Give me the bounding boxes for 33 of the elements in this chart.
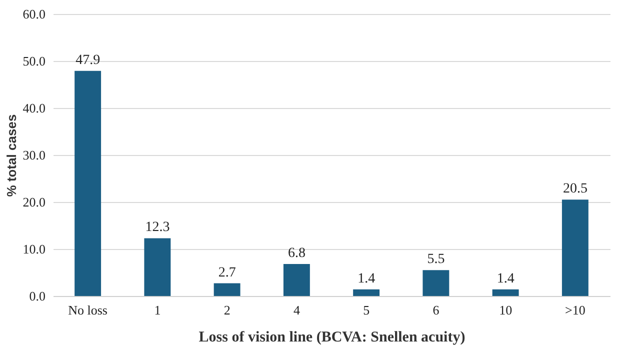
data-label: 2.7 <box>218 265 236 280</box>
y-tick-label: 60.0 <box>22 6 46 22</box>
bar <box>353 289 380 296</box>
y-tick-label: 10.0 <box>22 242 46 256</box>
y-tick-label: 0.0 <box>29 288 46 304</box>
data-label: 1.4 <box>496 271 514 286</box>
bar <box>283 264 310 296</box>
x-tick-label: 1 <box>154 302 161 318</box>
x-tick-label: 6 <box>432 302 440 318</box>
bar <box>492 289 519 296</box>
data-label: 5.5 <box>427 252 445 268</box>
y-tick-label: 40.0 <box>22 100 46 116</box>
data-label: 1.4 <box>358 271 376 286</box>
data-label: 20.5 <box>562 182 588 197</box>
x-tick-label: 5 <box>363 302 370 318</box>
data-label: 47.9 <box>76 52 100 68</box>
data-label: 12.3 <box>145 220 170 236</box>
x-axis-title: Loss of vision line (BCVA: Snellen acuity) <box>198 330 466 346</box>
x-tick-label: >10 <box>565 302 586 318</box>
data-label: 6.8 <box>288 246 306 262</box>
y-tick-label: 50.0 <box>22 54 46 68</box>
y-tick-label: 20.0 <box>22 194 46 210</box>
bar <box>422 270 450 296</box>
x-tick-label: 4 <box>293 302 300 318</box>
x-tick-label: 10 <box>499 302 512 318</box>
x-tick-label: 2 <box>224 302 230 318</box>
bar <box>562 200 588 296</box>
bar <box>144 238 171 296</box>
y-axis-title: % total cases <box>4 114 19 197</box>
bar <box>214 283 240 296</box>
bar <box>74 70 102 296</box>
y-tick-label: 30.0 <box>22 148 46 162</box>
x-tick-label: No loss <box>68 302 108 318</box>
